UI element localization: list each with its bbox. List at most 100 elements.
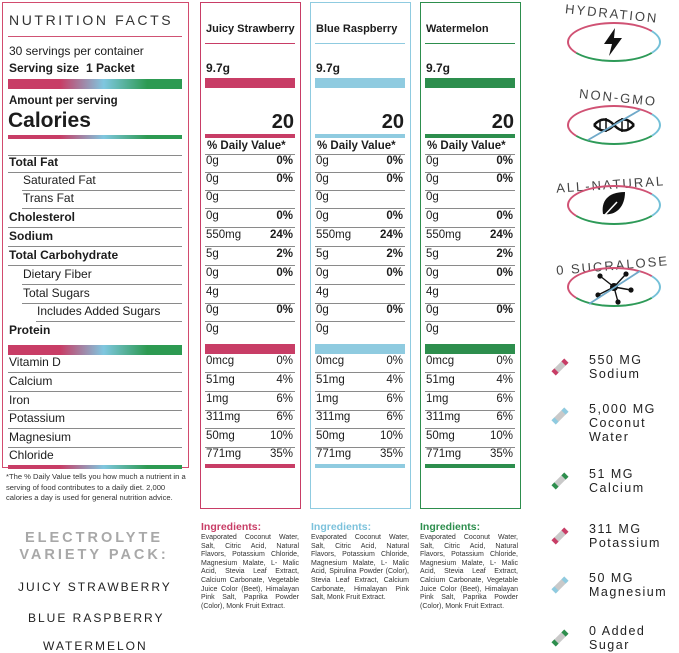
- calories-value: 20: [271, 111, 294, 133]
- nutrient-percent: 24%: [489, 229, 513, 241]
- nutrient-amount: 0g: [206, 191, 219, 203]
- leaf-icon: [602, 192, 625, 218]
- nutrient-label: Potassium: [9, 411, 66, 425]
- nutrient-amount: 0g: [426, 267, 439, 279]
- serving-weight: 9.7g: [206, 61, 231, 75]
- nutrient-percent: 0%: [276, 155, 293, 167]
- nutrient-amount: 0g: [426, 173, 439, 185]
- calories-divider-bar: [8, 135, 182, 139]
- nutrient-percent: 0%: [496, 173, 513, 185]
- calories-bar: [315, 134, 405, 138]
- ingredients-heading-strawberry: Ingredients:: [201, 521, 262, 533]
- stat-text: 550 MG Sodium: [589, 353, 642, 381]
- stat-line2: Sodium: [589, 367, 641, 381]
- stat-line1: 311 MG: [589, 522, 642, 536]
- row-divider: [315, 190, 405, 191]
- nutrient-percent: 4%: [386, 374, 403, 386]
- nutrient-amount: 311mg: [206, 411, 241, 423]
- nutrient-label: Calcium: [9, 374, 53, 388]
- nutrient-label: Vitamin D: [9, 355, 61, 369]
- serving-bar: [425, 78, 515, 88]
- nutrient-percent: 0%: [496, 210, 513, 222]
- pack-flavor-strawberry: JUICY STRAWBERRY: [18, 580, 172, 594]
- stat-line2: Magnesium: [589, 585, 668, 599]
- row-divider: [425, 172, 515, 173]
- nutrient-amount: 0g: [206, 323, 219, 335]
- footer-bar: [205, 464, 295, 468]
- serving-divider-bar: [8, 79, 182, 89]
- nutrient-percent: 24%: [269, 229, 293, 241]
- footer-bar: [315, 464, 405, 468]
- row-divider: [8, 372, 182, 373]
- nutrient-amount: 1mg: [316, 393, 339, 405]
- row-divider: [425, 154, 515, 155]
- protein-bar: [315, 344, 405, 354]
- nutrient-percent: 0%: [496, 355, 513, 367]
- variety-pack-title-line1: ELECTROLYTE: [24, 530, 163, 546]
- row-divider: [205, 265, 295, 266]
- nutrient-amount: 771mg: [426, 448, 462, 460]
- serving-size-label: Serving size: [9, 61, 80, 75]
- nutrient-percent: 0%: [496, 155, 513, 167]
- nutrient-label: Total Carbohydrate: [9, 248, 119, 262]
- ingredients-heading-watermelon: Ingredients:: [420, 521, 481, 533]
- stat-line1: 5,000 MG: [589, 402, 656, 416]
- nutrient-amount: 0g: [206, 155, 219, 167]
- row-divider: [315, 265, 405, 266]
- flavor-name: Blue Raspberry: [316, 23, 398, 35]
- nutrient-amount: 771mg: [206, 448, 242, 460]
- nutrient-amount: 311mg: [426, 411, 461, 423]
- nutrient-amount: 0mcg: [316, 355, 345, 367]
- protein-bar: [425, 344, 515, 354]
- nutrient-label: Cholesterol: [9, 210, 76, 224]
- nutrient-percent: 0%: [386, 155, 403, 167]
- row-divider: [425, 372, 515, 373]
- nutrient-amount: 0g: [426, 304, 439, 316]
- row-divider: [425, 391, 515, 392]
- row-divider: [205, 284, 295, 285]
- nutrient-percent: 10%: [489, 430, 513, 442]
- lightning-icon: [604, 28, 622, 56]
- nutrient-percent: 0%: [276, 355, 293, 367]
- footer-bar: [425, 464, 515, 468]
- calories-value: 20: [381, 111, 404, 133]
- stat-text: 311 MG Potassium: [589, 522, 661, 550]
- serving-weight: 9.7g: [426, 61, 451, 75]
- packet-stick-icon: [551, 629, 569, 647]
- row-divider: [315, 172, 405, 173]
- calories-value: 20: [491, 111, 514, 133]
- nutrient-amount: 50mg: [426, 430, 455, 442]
- packet-stick-icon: [551, 576, 569, 594]
- nutrient-percent: 0%: [276, 267, 293, 279]
- row-divider: [315, 227, 405, 228]
- nutrient-amount: 0g: [316, 173, 329, 185]
- ingredients-heading-raspberry: Ingredients:: [311, 521, 372, 533]
- row-divider: [8, 447, 182, 448]
- nutrient-amount: 1mg: [426, 393, 449, 405]
- nutrient-amount: 0g: [206, 173, 219, 185]
- stat-line1: 51 MG: [589, 467, 635, 481]
- serving-bar: [315, 78, 405, 88]
- nutrient-amount: 550mg: [316, 229, 352, 241]
- nutrient-amount: 0g: [206, 210, 219, 222]
- nutrient-label: Chloride: [9, 448, 54, 462]
- nutrient-amount: 0g: [316, 155, 329, 167]
- row-divider: [425, 265, 515, 266]
- row-divider: [8, 428, 182, 429]
- nutrient-label: Sodium: [9, 229, 53, 243]
- nutrient-amount: 51mg: [316, 374, 345, 386]
- nutrient-percent: 6%: [386, 411, 403, 423]
- stat-line1: 550 MG: [589, 353, 643, 367]
- column-juicy-strawberry: Juicy Strawberry 9.7g 20 % Daily Value* 0g 0%…: [200, 2, 301, 509]
- ingredients-text-strawberry: Evaporated Coconut Water, Salt, Citric A…: [201, 534, 299, 610]
- nutrient-percent: 6%: [276, 393, 293, 405]
- nutrient-percent: 0%: [276, 173, 293, 185]
- nutrient-amount: 5g: [316, 248, 329, 260]
- nutrient-amount: 1mg: [206, 393, 229, 405]
- row-divider: [315, 428, 405, 429]
- nutrient-label: Trans Fat: [23, 191, 74, 205]
- nutrient-label: Total Sugars: [23, 286, 90, 300]
- row-divider: [205, 227, 295, 228]
- nutrient-percent: 0%: [276, 210, 293, 222]
- row-divider: [8, 391, 182, 392]
